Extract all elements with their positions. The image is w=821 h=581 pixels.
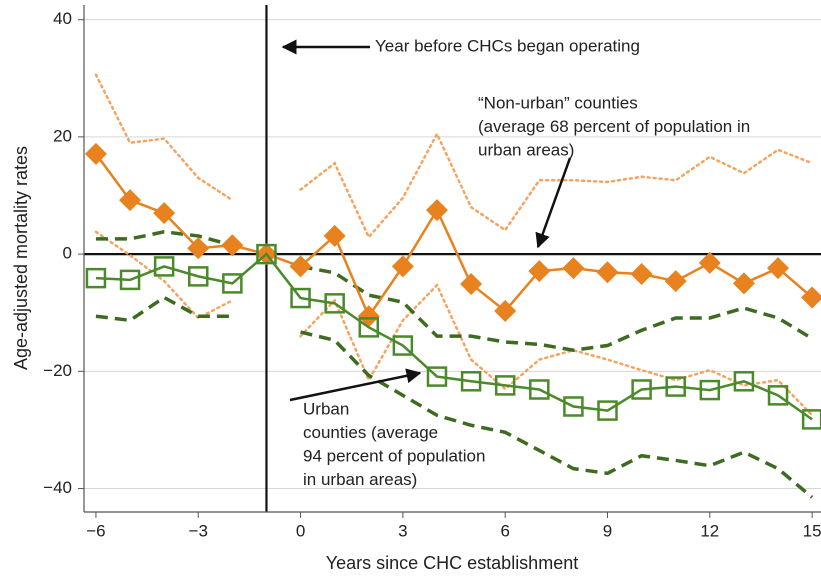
y-tick-label: 0	[63, 244, 72, 263]
diamond-marker	[187, 237, 210, 260]
y-tick-label: 20	[53, 126, 72, 145]
square-marker	[460, 371, 482, 392]
diamond-marker	[596, 261, 619, 284]
diamond-marker	[664, 270, 687, 293]
square-marker	[767, 385, 789, 406]
square-marker	[153, 256, 175, 277]
x-tick-label: 3	[398, 521, 407, 540]
square-marker	[358, 317, 380, 338]
diamond-marker	[494, 299, 517, 322]
x-tick-label: 0	[296, 521, 305, 540]
diamond-marker	[698, 251, 721, 274]
annotation: Year before CHCs began operating	[375, 36, 640, 55]
x-tick-label: −3	[189, 521, 208, 540]
annotation: Urban	[303, 399, 349, 418]
square-marker	[324, 293, 345, 314]
annotation-arrow	[289, 368, 422, 402]
ci-upper	[94, 73, 234, 202]
annotation-arrow	[535, 157, 572, 249]
x-axis-title: Years since CHC establishment	[326, 553, 578, 573]
square-marker	[188, 266, 209, 287]
square-marker	[665, 376, 686, 397]
y-tick-label: −20	[43, 361, 72, 380]
diamond-marker	[528, 260, 551, 283]
square-marker	[563, 396, 584, 417]
square-marker	[392, 335, 414, 356]
x-tick-label: 9	[603, 521, 612, 540]
square-marker	[119, 269, 141, 291]
diamond-marker	[732, 272, 755, 295]
diamond-marker	[562, 257, 585, 280]
square-marker	[733, 371, 755, 392]
x-tick-label: 15	[803, 521, 821, 540]
diamond-marker	[323, 224, 346, 247]
square-marker	[222, 273, 243, 294]
diamond-marker	[391, 255, 414, 278]
square-marker	[494, 375, 516, 396]
ci-lower	[94, 230, 234, 320]
y-tick-label: 40	[53, 9, 72, 28]
series-line	[95, 252, 813, 421]
diamond-marker	[153, 202, 176, 225]
x-tick-label: −6	[86, 521, 105, 540]
square-marker	[801, 409, 821, 430]
square-marker	[85, 267, 107, 289]
diamond-marker	[630, 263, 653, 286]
square-marker	[529, 379, 550, 400]
ci-upper	[95, 230, 233, 247]
ci-lower	[300, 330, 814, 499]
diamond-marker	[460, 272, 483, 295]
diamond-marker	[221, 234, 244, 257]
square-marker	[290, 287, 311, 309]
square-marker	[597, 400, 618, 421]
diamond-marker	[767, 257, 790, 280]
ci-lower	[95, 295, 233, 323]
diamond-marker	[425, 199, 448, 222]
diamond-marker	[801, 286, 821, 309]
diamond-marker	[84, 142, 107, 165]
square-marker	[426, 366, 448, 387]
square-marker	[631, 379, 652, 400]
annotation: urban areas)	[478, 140, 574, 159]
annotation: in urban areas)	[303, 470, 417, 489]
x-tick-label: 6	[500, 521, 509, 540]
ci-lower	[299, 282, 814, 417]
y-axis-title: Age-adjusted mortality rates	[11, 146, 31, 370]
diamond-marker	[289, 255, 312, 278]
square-marker	[256, 243, 277, 265]
diamond-marker	[357, 305, 380, 328]
square-marker	[699, 379, 721, 401]
annotation: counties (average	[303, 423, 438, 442]
annotation: (average 68 percent of population in	[478, 117, 750, 136]
annotation: “Non-urban” counties	[478, 93, 638, 112]
series-line	[94, 153, 813, 319]
annotation: 94 percent of population	[303, 446, 485, 465]
x-tick-label: 12	[700, 521, 719, 540]
ci-upper	[299, 131, 814, 240]
y-tick-label: −40	[43, 478, 72, 497]
diamond-marker	[119, 189, 142, 212]
